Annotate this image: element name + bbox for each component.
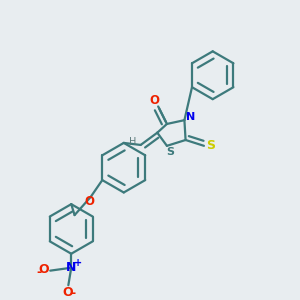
Text: S: S [206, 139, 215, 152]
Text: O: O [62, 286, 73, 299]
Text: H: H [129, 137, 136, 147]
Text: N: N [186, 112, 195, 122]
Text: O: O [84, 195, 94, 208]
Text: S: S [166, 147, 174, 157]
Text: O: O [38, 263, 49, 276]
Text: +: + [74, 258, 82, 268]
Text: N: N [66, 261, 76, 274]
Text: O: O [150, 94, 160, 106]
Text: -: - [36, 266, 41, 279]
Text: -: - [70, 287, 76, 300]
